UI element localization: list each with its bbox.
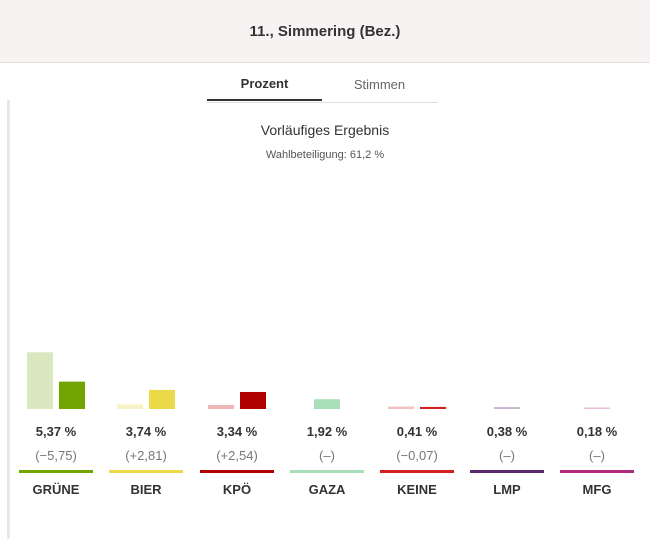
diff-label-grne: (−5,75) [35,448,77,463]
page-title: 11., Simmering (Bez.) [249,22,401,40]
diff-label-gaza: (–) [319,448,335,463]
value-label-bier: 3,74 % [125,424,167,439]
value-label-keine: 0,41 % [396,424,438,439]
diff-label-keine: (−0,07) [396,448,438,463]
bar-current-keine [420,406,446,409]
tab-stimmen[interactable]: Stimmen [353,77,406,92]
value-label-gaza: 1,92 % [306,424,348,439]
result-subtitle: Vorläufiges Ergebnis [260,122,390,138]
value-label-kp: 3,34 % [216,424,258,439]
party-label-kp: KPÖ [222,482,252,497]
bar-previous-kp [208,404,234,409]
party-label-grne: GRÜNE [32,482,80,497]
party-color-line-grne [19,470,93,473]
party-color-line-gaza [290,470,364,473]
value-label-grne: 5,37 % [35,424,77,439]
party-color-line-lmp [470,470,544,473]
bar-previous-grne [27,352,53,409]
left-divider [7,100,10,539]
party-label-bier: BIER [130,482,162,497]
party-color-line-mfg [560,470,634,473]
diff-label-mfg: (–) [589,448,605,463]
value-label-lmp: 0,38 % [486,424,528,439]
party-color-line-keine [380,470,454,473]
tab-prozent[interactable]: Prozent [207,68,322,101]
bar-previous-keine [388,406,414,409]
bar-current-grne [59,381,85,409]
party-color-line-bier [109,470,183,473]
party-label-keine: KEINE [397,482,437,497]
header-bar: 11., Simmering (Bez.) [0,0,650,63]
party-label-lmp: LMP [493,482,521,497]
diff-label-kp: (+2,54) [216,448,258,463]
tab-bar: Prozent Stimmen [207,68,438,103]
bar-previous-bier [117,404,143,409]
bar-current-mfg [584,407,610,409]
party-label-gaza: GAZA [308,482,346,497]
diff-label-lmp: (–) [499,448,515,463]
bar-current-bier [149,389,175,409]
party-label-mfg: MFG [582,482,612,497]
bar-current-lmp [494,407,520,409]
bar-current-gaza [314,399,340,409]
bar-current-kp [240,391,266,409]
turnout-text: Wahlbeteiligung: 61,2 % [265,149,385,161]
diff-label-bier: (+2,81) [125,448,167,463]
results-bar-chart [27,352,610,409]
party-color-line-kp [200,470,274,473]
value-label-mfg: 0,18 % [576,424,618,439]
